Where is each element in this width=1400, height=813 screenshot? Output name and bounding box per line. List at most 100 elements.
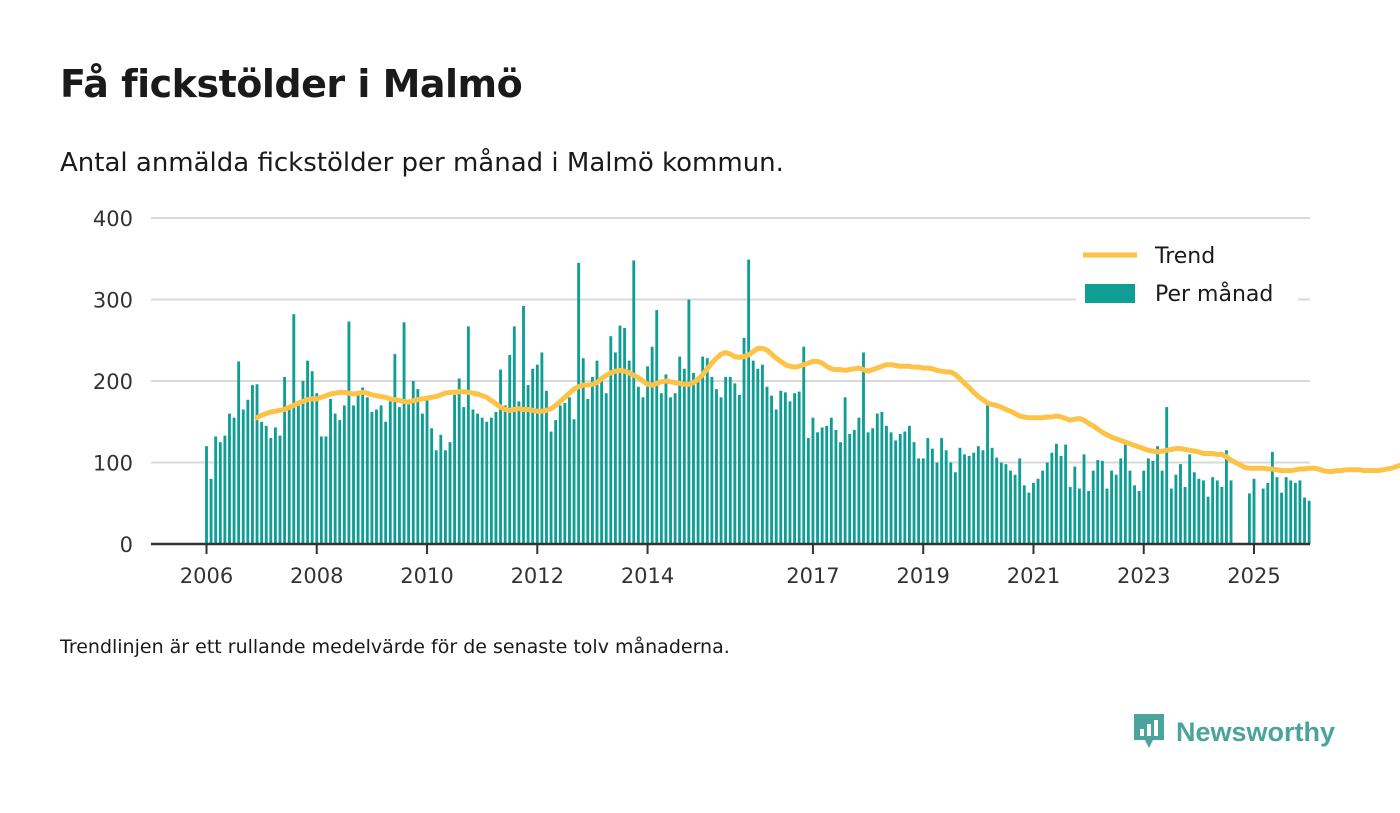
bar [283, 377, 286, 544]
bar [857, 418, 860, 544]
bar [536, 365, 539, 544]
y-axis-ticks: 0 100 200 300 400 [93, 207, 133, 557]
bar [596, 361, 599, 544]
bar [1179, 464, 1182, 544]
bar [1018, 458, 1021, 544]
x-tick-label: 2008 [290, 564, 343, 588]
bar [963, 454, 966, 544]
bar [880, 412, 883, 544]
bar [687, 300, 690, 545]
bar [922, 458, 925, 544]
bar [931, 449, 934, 544]
bar [476, 414, 479, 544]
bar [352, 405, 355, 544]
bar [968, 456, 971, 544]
bar [274, 427, 277, 544]
bar [1129, 471, 1132, 544]
bar [1069, 487, 1072, 544]
bar [770, 396, 773, 544]
bar [995, 458, 998, 544]
bar [945, 450, 948, 544]
bar [1266, 483, 1269, 544]
chart: 0100200300400 2006 2008 2010 2012 2014 2017 20… [0, 0, 1400, 630]
bar [706, 358, 709, 544]
footnote: Trendlinjen är ett rullande medelvärde f… [60, 636, 730, 658]
bar [972, 453, 975, 544]
bar [481, 418, 484, 544]
bar [559, 405, 562, 544]
bar [609, 336, 612, 544]
bar [412, 381, 415, 544]
bar [940, 438, 943, 544]
bar [848, 434, 851, 544]
bar [1046, 463, 1049, 545]
bar [265, 426, 268, 544]
bar [812, 418, 815, 544]
bar [959, 448, 962, 544]
bar [623, 328, 626, 544]
bar [228, 414, 231, 544]
bar [949, 463, 952, 545]
bar [1087, 491, 1090, 544]
legend: Trend Per månad [1076, 236, 1298, 314]
bar [619, 326, 622, 544]
bar [343, 405, 346, 544]
bar [1174, 475, 1177, 544]
bar [292, 314, 295, 544]
bar [1271, 452, 1274, 544]
x-tick-label: 2019 [896, 564, 949, 588]
bar [646, 366, 649, 544]
bar [784, 392, 787, 544]
bar [1152, 461, 1155, 544]
bar [1041, 471, 1044, 544]
bar [1230, 480, 1233, 544]
bar [1193, 472, 1196, 544]
bar [1294, 483, 1297, 544]
bar [403, 322, 406, 544]
y-tick-label: 200 [93, 370, 133, 394]
x-axis-ticks: 2006 2008 2010 2012 2014 2017 2019 2021 2023 2025 [180, 544, 1281, 588]
bar [1142, 471, 1145, 544]
bar [908, 426, 911, 544]
bar [260, 422, 263, 544]
bar [568, 397, 571, 544]
bar [421, 414, 424, 544]
bar [1285, 477, 1288, 544]
bar [1092, 471, 1095, 544]
bar [302, 381, 305, 544]
bar [1248, 493, 1251, 544]
bar [426, 399, 429, 544]
bar [380, 405, 383, 544]
bar [802, 347, 805, 544]
bar [256, 384, 259, 544]
bar [743, 338, 746, 544]
bar [724, 377, 727, 544]
bar [1096, 460, 1099, 544]
bar [614, 352, 617, 544]
bar [982, 450, 985, 544]
bar [389, 401, 392, 544]
newsworthy-logo-icon [1132, 712, 1166, 752]
bar [297, 405, 300, 544]
bar [554, 420, 557, 544]
bar [522, 306, 525, 544]
bar [246, 400, 249, 544]
bar [577, 263, 580, 544]
bar [1289, 480, 1292, 544]
bar [205, 446, 208, 544]
bar [1280, 493, 1283, 544]
bar [495, 412, 498, 544]
bar [545, 391, 548, 544]
bar [720, 397, 723, 544]
bar [779, 391, 782, 544]
bar [1110, 471, 1113, 544]
bar [839, 442, 842, 544]
bar [251, 385, 254, 544]
bar [1276, 477, 1279, 544]
y-tick-label: 100 [93, 452, 133, 476]
bar [237, 361, 240, 544]
bar [279, 436, 282, 544]
bar [1156, 446, 1159, 544]
bar [444, 450, 447, 544]
bar [715, 389, 718, 544]
